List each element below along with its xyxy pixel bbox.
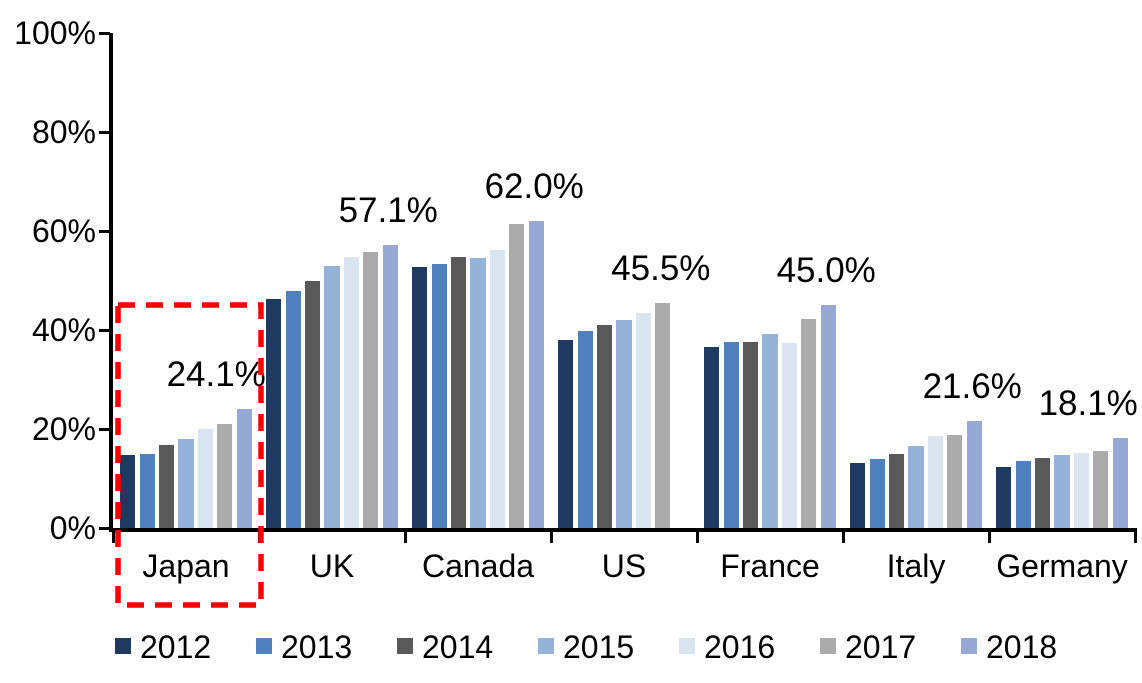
y-axis-label: 60% [31, 213, 96, 249]
y-axis-label: 0% [49, 510, 96, 546]
bar-2015-germany [1054, 455, 1070, 528]
bar-2016-italy [927, 435, 943, 528]
y-tick [99, 229, 110, 233]
y-axis-label: 100% [14, 15, 96, 51]
legend-year-label: 2016 [704, 629, 776, 665]
bar-2016-germany [1073, 452, 1089, 528]
y-tick [99, 130, 110, 134]
bar-2014-germany [1035, 458, 1051, 528]
bar-2012-germany [996, 466, 1012, 528]
bar-2014-france [743, 342, 759, 528]
value-label-canada: 62.0% [484, 167, 584, 207]
x-tick [257, 532, 261, 543]
bar-2015-us [616, 320, 632, 528]
bar-2012-italy [850, 462, 866, 528]
x-tick [549, 532, 553, 543]
bar-2017-italy [947, 434, 963, 528]
category-label-france: France [720, 548, 820, 584]
bar-2014-japan [159, 445, 175, 528]
x-tick [403, 532, 407, 543]
category-label-canada: Canada [421, 548, 535, 584]
bar-2015-italy [908, 445, 924, 528]
legend-year-label: 2018 [986, 629, 1058, 665]
bar-2017-japan [217, 423, 233, 528]
legend-swatch-2017 [820, 638, 836, 654]
bar-2016-uk [343, 257, 359, 528]
bar-2018-france [820, 305, 836, 528]
value-label-france: 45.0% [776, 251, 876, 291]
legend-swatch-2012 [115, 638, 131, 654]
legend-year-label: 2012 [140, 629, 212, 665]
x-tick [987, 532, 991, 543]
legend-year-label: 2015 [563, 629, 635, 665]
bar-2018-italy [966, 421, 982, 528]
legend-swatch-2013 [256, 638, 272, 654]
bar-2012-us [558, 339, 574, 528]
bar-2012-canada [412, 266, 428, 528]
bar-2013-uk [285, 291, 301, 528]
bar-2018-canada [528, 221, 544, 528]
bar-2016-us [635, 313, 651, 528]
y-tick [99, 328, 110, 332]
category-label-germany: Germany [996, 548, 1128, 584]
x-axis [109, 528, 1137, 532]
legend-swatch-2016 [679, 638, 695, 654]
y-axis-label: 20% [31, 411, 96, 447]
bar-2012-uk [266, 298, 282, 528]
bar-2014-uk [305, 281, 321, 528]
legend-swatch-2015 [538, 638, 554, 654]
bar-2013-italy [869, 458, 885, 528]
bar-2013-france [723, 342, 739, 528]
bar-2016-france [781, 343, 797, 528]
category-label-uk: UK [309, 548, 355, 584]
legend-swatch-2018 [961, 638, 977, 654]
bar-2017-us [655, 302, 671, 528]
bar-2012-france [704, 347, 720, 528]
bar-2015-france [762, 333, 778, 528]
y-axis [109, 33, 113, 532]
bar-2014-italy [889, 453, 905, 528]
bar-2015-japan [178, 438, 194, 528]
bar-2018-uk [382, 245, 398, 528]
x-tick [841, 532, 845, 543]
value-label-germany: 18.1% [1038, 384, 1138, 424]
bar-2012-japan [120, 454, 136, 528]
category-label-italy: Italy [886, 548, 946, 584]
category-label-us: US [601, 548, 647, 584]
bar-2013-us [577, 330, 593, 528]
legend-year-label: 2013 [281, 629, 353, 665]
bar-2015-uk [324, 266, 340, 528]
y-tick [99, 31, 110, 35]
legend-swatch-2014 [397, 638, 413, 654]
value-label-us: 45.5% [611, 248, 711, 288]
bar-2015-canada [470, 258, 486, 528]
legend-year-label: 2017 [845, 629, 917, 665]
bar-2014-canada [451, 256, 467, 528]
bar-2014-us [597, 325, 613, 528]
y-tick [99, 427, 110, 431]
bar-2016-japan [197, 429, 213, 528]
bar-2017-germany [1093, 451, 1109, 528]
bar-2013-germany [1015, 460, 1031, 528]
bar-2018-germany [1112, 438, 1128, 528]
y-axis-label: 40% [31, 312, 96, 348]
x-tick [1133, 532, 1137, 543]
bar-2017-france [801, 318, 817, 528]
bar-2017-uk [363, 252, 379, 528]
legend-year-label: 2014 [422, 629, 494, 665]
y-tick [99, 526, 110, 530]
value-label-japan: 24.1% [166, 354, 266, 394]
bar-2013-canada [431, 264, 447, 528]
y-axis-label: 80% [31, 114, 96, 150]
x-tick [695, 532, 699, 543]
bar-2017-canada [509, 224, 525, 528]
bar-2018-japan [236, 408, 252, 528]
bar-2013-japan [139, 453, 155, 528]
value-label-italy: 21.6% [922, 367, 1022, 407]
x-tick [111, 532, 115, 543]
bar-2016-canada [489, 249, 505, 528]
value-label-uk: 57.1% [338, 191, 438, 231]
category-label-japan: Japan [142, 548, 230, 584]
